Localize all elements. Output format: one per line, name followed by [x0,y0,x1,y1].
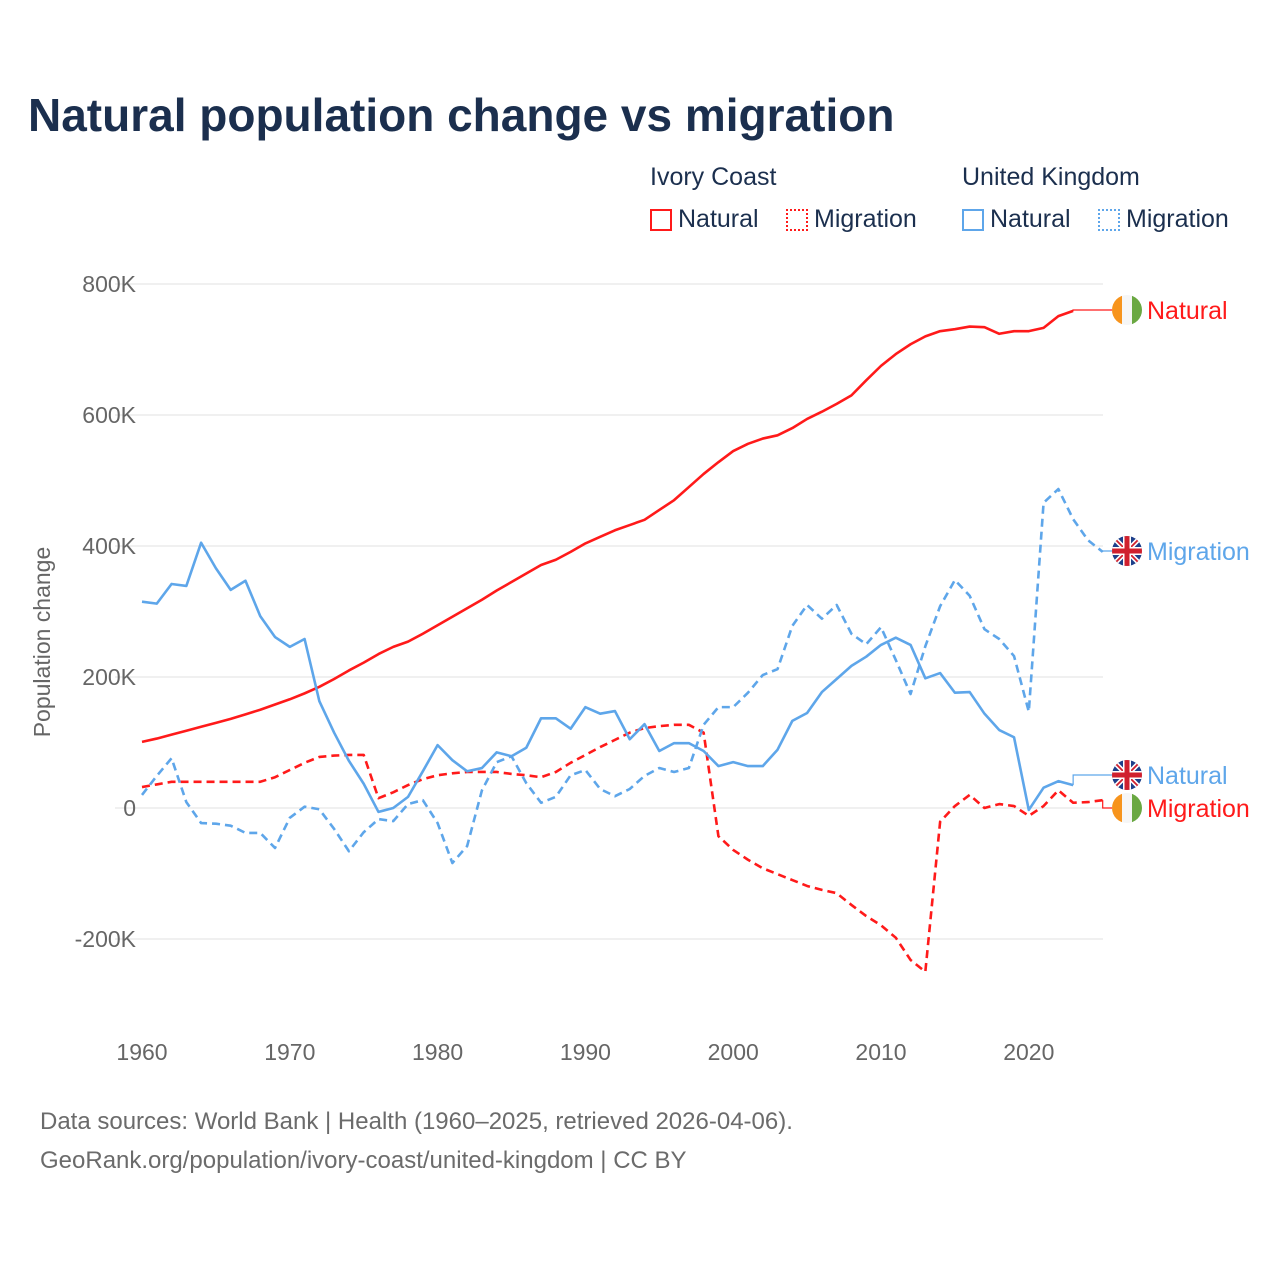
legend-label: Migration [1126,205,1229,233]
y-tick-label: 0 [123,795,136,821]
legend-swatch-solid-red [650,208,672,231]
legend-ivory-coast-migration[interactable]: Migration [786,205,917,234]
y-tick-label: 400K [82,533,136,559]
chart-title: Natural population change vs migration [28,89,895,141]
series-line-ivory-coast-natural [141,309,1074,744]
legend-swatch-solid-blue [962,208,984,231]
x-tick-label: 2000 [708,1039,759,1065]
y-tick-label: 200K [82,664,136,690]
legend-uk-natural[interactable]: Natural [962,205,1071,234]
x-tick-label: 2010 [855,1039,906,1065]
legend-label: Natural [990,205,1071,233]
x-tick-label: 1970 [264,1039,315,1065]
label-connector [1072,309,1112,311]
label-connector [1102,550,1112,552]
legend-swatch-dotted-blue [1098,208,1120,231]
end-label: Natural [1147,762,1228,790]
uk-flag-icon [1112,536,1142,566]
x-tick-label: 1960 [116,1039,167,1065]
y-tick-label: 600K [82,402,136,428]
x-tick-label: 1990 [560,1039,611,1065]
uk-flag-icon [1112,760,1142,790]
end-label: Migration [1147,538,1250,566]
series-line-ivory-coast-migration [141,723,1103,974]
ivory-coast-flag-icon [1112,793,1142,823]
x-tick-label: 2020 [1003,1039,1054,1065]
series-line-united-kingdom-natural [141,541,1074,814]
legend-label: Migration [814,205,917,233]
ivory-coast-flag-icon [1112,295,1142,325]
legend-uk-migration[interactable]: Migration [1098,205,1229,234]
y-tick-label: 800K [82,271,136,297]
y-tick-label: -200K [75,926,137,952]
series-line-united-kingdom-migration [140,487,1104,865]
x-tick-label: 1980 [412,1039,463,1065]
label-connector [1072,774,1112,786]
end-label: Natural [1147,297,1228,325]
legend-group-ivory-coast: Ivory Coast [650,163,777,191]
footer-sources: Data sources: World Bank | Health (1960–… [40,1108,793,1135]
footer-link[interactable]: GeoRank.org/population/ivory-coast/unite… [40,1147,687,1174]
end-label: Migration [1147,795,1250,823]
legend-label: Natural [678,205,759,233]
y-axis-label: Population change [29,547,55,738]
legend-group-united-kingdom: United Kingdom [962,163,1140,191]
label-connector [1102,800,1112,809]
legend-ivory-coast-natural[interactable]: Natural [650,205,759,234]
legend-swatch-dotted-red [786,208,808,231]
